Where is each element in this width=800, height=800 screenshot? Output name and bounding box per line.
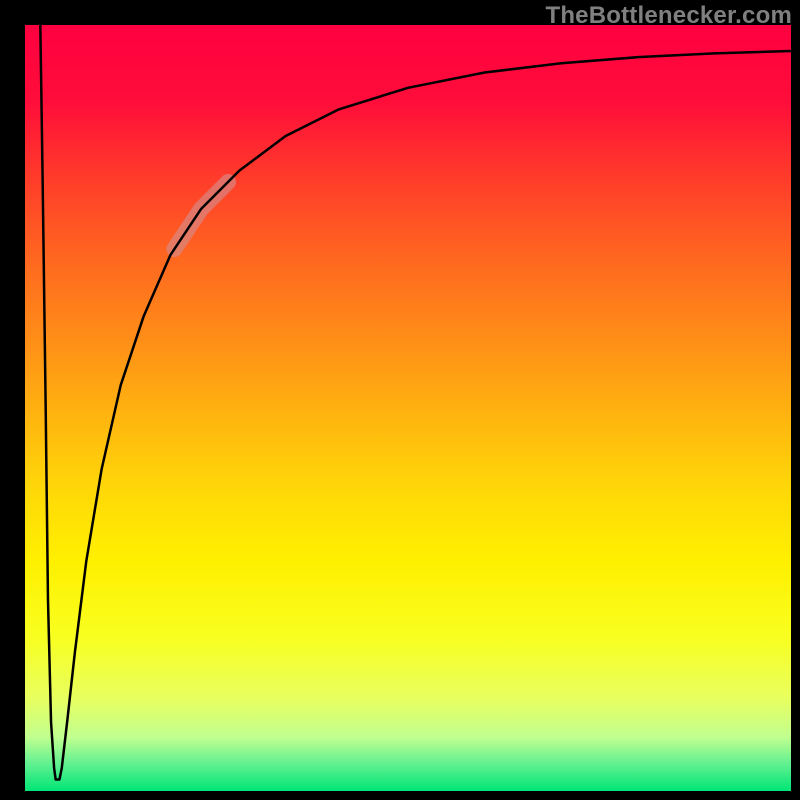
- bottleneck-chart: [0, 0, 800, 800]
- watermark-label: TheBottlenecker.com: [545, 2, 792, 30]
- chart-container: TheBottlenecker.com: [0, 0, 800, 800]
- chart-background: [25, 25, 791, 791]
